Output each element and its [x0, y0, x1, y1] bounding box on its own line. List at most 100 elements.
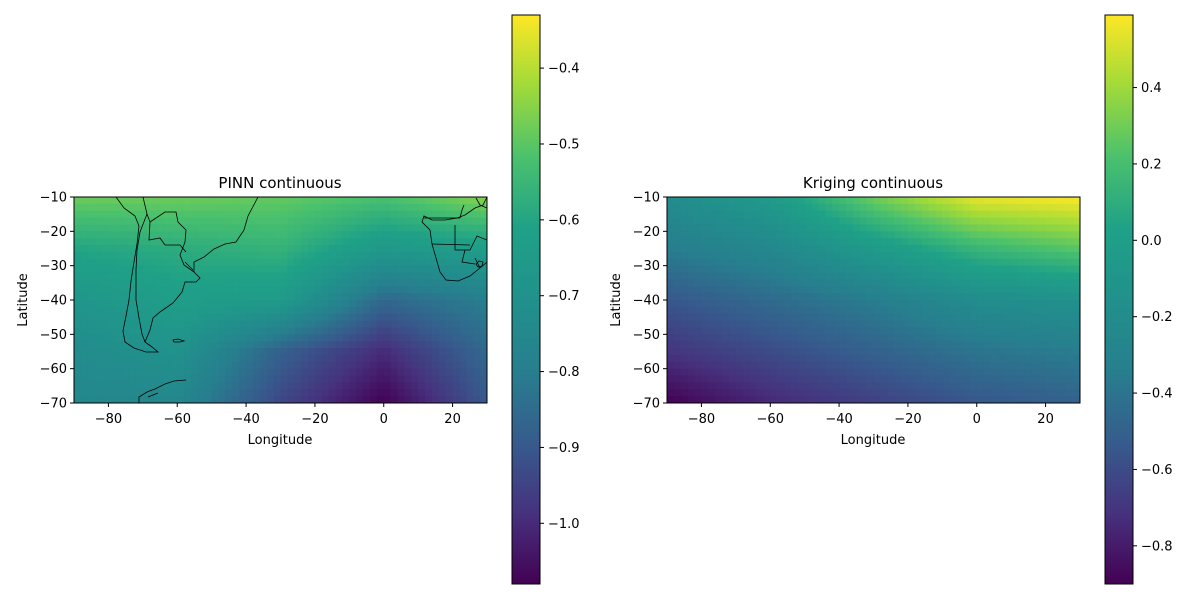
heatmap-cell	[232, 300, 240, 308]
heatmap-cell	[425, 306, 433, 315]
y-tick-label: −60	[40, 362, 67, 377]
heatmap-cell	[452, 320, 461, 329]
heatmap-cell	[804, 300, 813, 308]
heatmap-cell	[335, 341, 344, 349]
heatmap-cell	[735, 217, 744, 226]
heatmap-cell	[1004, 279, 1012, 287]
heatmap-cell	[390, 286, 399, 294]
heatmap-cell	[1038, 286, 1047, 294]
heatmap-cell	[735, 306, 744, 315]
heatmap-cell	[832, 293, 840, 301]
heatmap-cell	[87, 382, 96, 390]
heatmap-cell	[1052, 334, 1060, 342]
heatmap-cell	[397, 286, 405, 294]
heatmap-cell	[397, 197, 405, 205]
heatmap-cell	[969, 286, 978, 294]
heatmap-cell	[880, 286, 888, 294]
heatmap-cell	[266, 224, 275, 232]
heatmap-cell	[1073, 396, 1080, 403]
heatmap-cell	[976, 265, 985, 274]
heatmap-cell	[101, 375, 110, 383]
heatmap-cell	[115, 306, 123, 315]
heatmap-cell	[438, 293, 447, 301]
heatmap-cell	[1052, 279, 1060, 287]
heatmap-cell	[777, 361, 785, 370]
heatmap-cell	[667, 320, 675, 329]
heatmap-cell	[280, 265, 288, 274]
heatmap-cell	[845, 203, 854, 212]
heatmap-cell	[383, 203, 392, 212]
heatmap-cell	[349, 238, 357, 246]
heatmap-cell	[80, 203, 89, 212]
heatmap-cell	[818, 320, 826, 329]
heatmap-cell	[701, 313, 709, 322]
heatmap-cell	[818, 245, 826, 253]
heatmap-cell	[845, 396, 854, 403]
heatmap-cell	[763, 396, 771, 403]
heatmap-cell	[1031, 300, 1040, 308]
heatmap-cell	[914, 300, 923, 308]
heatmap-cell	[266, 245, 275, 253]
heatmap-cell	[1004, 320, 1012, 329]
heatmap-cell	[197, 348, 206, 356]
heatmap-cell	[756, 348, 764, 356]
heatmap-cell	[935, 279, 943, 287]
heatmap-cell	[914, 327, 923, 335]
heatmap-cell	[335, 197, 344, 205]
heatmap-cell	[673, 341, 682, 349]
heatmap-cell	[376, 231, 385, 239]
heatmap-cell	[901, 361, 909, 370]
heatmap-cell	[321, 300, 330, 308]
heatmap-cell	[708, 389, 716, 397]
heatmap-cell	[280, 197, 288, 205]
heatmap-cell	[142, 368, 151, 377]
heatmap-cell	[1073, 375, 1080, 383]
heatmap-cell	[266, 272, 275, 280]
heatmap-cell	[818, 354, 826, 363]
heatmap-cell	[239, 217, 247, 226]
heatmap-cell	[949, 313, 957, 322]
heatmap-cell	[1031, 306, 1040, 315]
heatmap-cell	[87, 251, 96, 260]
heatmap-cell	[667, 368, 675, 377]
heatmap-cell	[149, 389, 158, 397]
heatmap-cell	[859, 389, 868, 397]
heatmap-cell	[129, 300, 137, 308]
heatmap-cell	[845, 231, 854, 239]
heatmap-cell	[673, 197, 682, 205]
heatmap-cell	[369, 306, 378, 315]
heatmap-cell	[1031, 217, 1040, 226]
heatmap-cell	[818, 293, 826, 301]
heatmap-cell	[466, 231, 474, 239]
heatmap-cell	[673, 396, 682, 403]
heatmap-cell	[990, 361, 998, 370]
heatmap-cell	[667, 286, 675, 294]
heatmap-cell	[1038, 313, 1047, 322]
heatmap-cell	[149, 203, 158, 212]
heatmap-cell	[901, 231, 909, 239]
heatmap-cell	[735, 238, 744, 246]
heatmap-cell	[880, 348, 888, 356]
heatmap-cell	[191, 251, 199, 260]
heatmap-cell	[287, 265, 295, 274]
heatmap-cell	[184, 245, 192, 253]
heatmap-cell	[239, 396, 247, 403]
heatmap-cell	[431, 203, 440, 212]
heatmap-cell	[149, 286, 158, 294]
heatmap-cell	[928, 361, 937, 370]
heatmap-cell	[246, 300, 254, 308]
heatmap-cell	[839, 375, 847, 383]
heatmap-cell	[390, 217, 399, 226]
heatmap-cell	[770, 327, 778, 335]
heatmap-cell	[466, 389, 474, 397]
heatmap-cell	[342, 238, 350, 246]
heatmap-cell	[232, 245, 240, 253]
heatmap-field	[74, 197, 487, 403]
heatmap-cell	[376, 265, 385, 274]
heatmap-cell	[232, 265, 240, 274]
heatmap-cell	[376, 258, 385, 267]
heatmap-cell	[832, 368, 840, 377]
heatmap-cell	[1059, 313, 1067, 322]
heatmap-cell	[722, 265, 730, 274]
heatmap-cell	[956, 334, 964, 342]
